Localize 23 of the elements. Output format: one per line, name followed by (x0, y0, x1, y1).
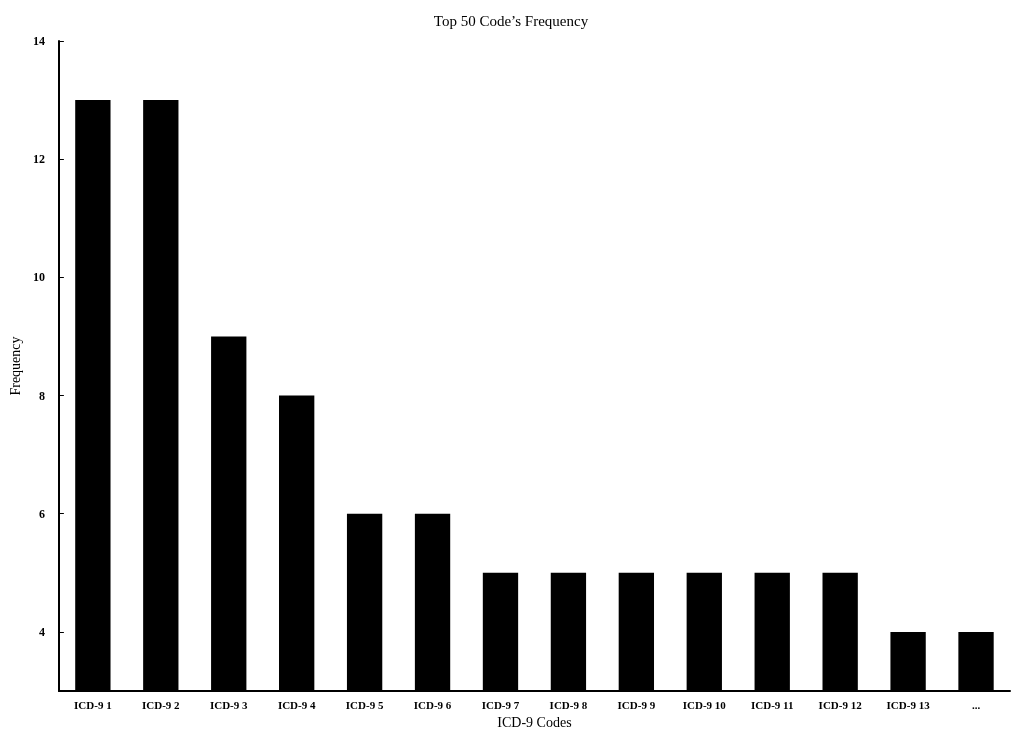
x-tick-label: ICD-9 3 (209, 698, 249, 711)
x-tick-label: ICD-9 10 (682, 698, 727, 711)
x-tick-label: ICD-9 5 (345, 698, 384, 711)
x-tick-label: ICD-9 6 (413, 698, 452, 711)
x-tick-label: ICD-9 1 (74, 698, 112, 711)
x-tick-label: ICD-9 9 (617, 698, 656, 711)
x-tick-label: ... (971, 698, 981, 711)
y-tick-label: 8 (38, 388, 45, 403)
y-tick-label: 6 (38, 506, 45, 521)
chart-title: Top 50 Code’s Frequency (433, 12, 589, 29)
y-tick-label: 10 (32, 270, 45, 285)
y-tick-label: 4 (38, 624, 45, 639)
x-tick-label: ICD-9 7 (481, 698, 520, 711)
x-axis-title: ICD-9 Codes (497, 714, 572, 730)
x-tick-label: ICD-9 11 (750, 698, 794, 711)
x-tick-label: ICD-9 8 (549, 698, 588, 711)
x-tick-label: ICD-9 4 (277, 698, 316, 711)
y-tick-label: 14 (32, 34, 45, 48)
x-tick-label: ICD-9 13 (886, 698, 931, 711)
y-axis-title: Frequency (7, 336, 23, 396)
x-tick-label: ICD-9 12 (818, 698, 863, 711)
y-tick-label: 12 (32, 152, 45, 167)
x-tick-label: ICD-9 2 (142, 698, 181, 711)
